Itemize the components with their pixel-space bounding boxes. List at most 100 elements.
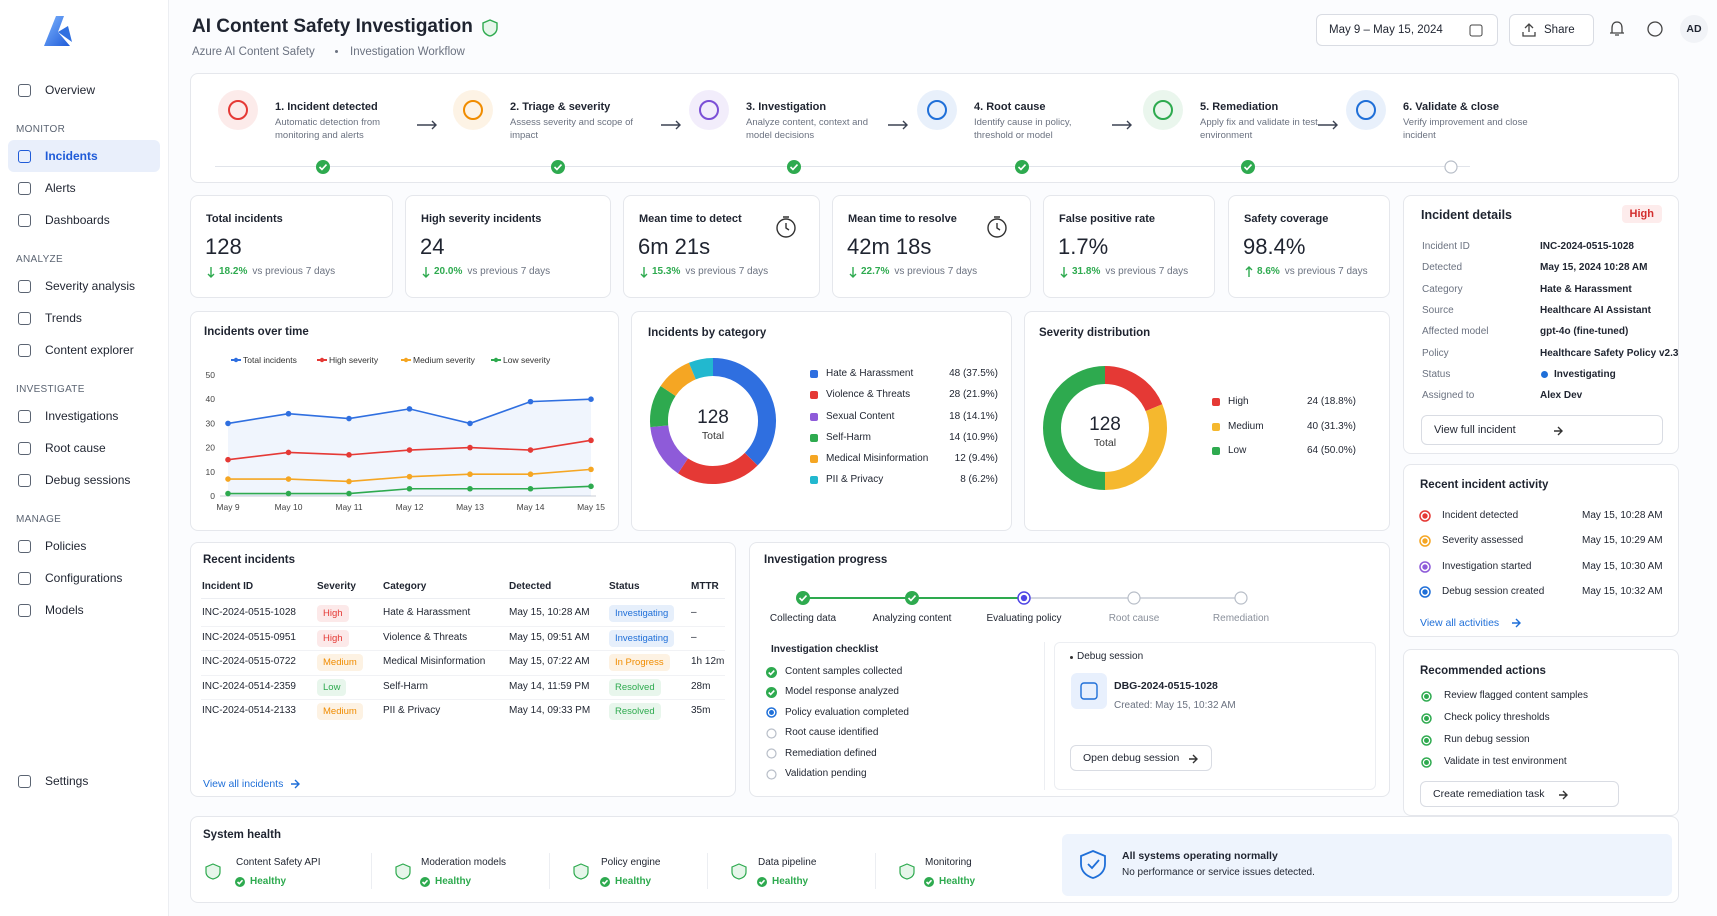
debug-session-box: Debug session DBG-2024-0515-1028 Created: …: [1054, 642, 1376, 790]
step-icon-glyph: [463, 100, 483, 120]
view-all-incidents-link[interactable]: View all incidents: [203, 778, 284, 790]
nav-item[interactable]: Investigations: [8, 400, 160, 432]
summary-box: All systems operating normally No perform…: [1062, 834, 1672, 896]
legend-label: Medium: [1228, 421, 1264, 432]
status-icon: [235, 877, 245, 887]
icon-ring: [765, 748, 777, 759]
separator: [549, 853, 550, 889]
detail-value: Healthcare AI Assistant: [1540, 304, 1651, 316]
status-icon: [1419, 586, 1431, 598]
point: [346, 415, 352, 422]
point: [467, 471, 473, 478]
card-title: System health: [203, 829, 281, 841]
nav-item[interactable]: Policies: [8, 530, 160, 562]
comparison: vs previous 7 days: [467, 266, 551, 277]
legend-swatch-dot: [233, 357, 239, 363]
arrow-icon: [661, 120, 681, 130]
workflow-track: [215, 166, 1470, 167]
sidebar: Overview MONITOR Incidents Alerts Dashboards…: [0, 0, 169, 916]
legend-label: High: [1228, 396, 1249, 407]
date-range-button[interactable]: May 9 – May 15, 2024: [1316, 14, 1498, 46]
nav-item[interactable]: Debug sessions: [8, 464, 160, 496]
point: [225, 476, 231, 482]
status-icon: [1419, 560, 1431, 573]
checklist-item: Remediation defined: [785, 747, 877, 759]
cell-category: Medical Misinformation: [383, 656, 486, 668]
nav-item[interactable]: Severity analysis: [8, 270, 160, 302]
legend-label: Low severity: [503, 355, 551, 365]
separator: [371, 853, 372, 889]
donut-segment: [1104, 404, 1167, 490]
incidents-by-category-card: Incidents by category 128 Total Hate & Hara…: [631, 311, 1012, 531]
view-all-activities-link[interactable]: View all activities: [1420, 617, 1500, 629]
step-label: Analyzing content: [872, 613, 952, 624]
incident-details-card: Incident details High Incident ID INC-2024-…: [1403, 195, 1679, 454]
view-incident-button[interactable]: View full incident: [1421, 415, 1663, 445]
create-task-button[interactable]: Create remediation task: [1420, 781, 1619, 807]
step-icon-bg: [689, 90, 729, 130]
nav-item[interactable]: Incidents: [8, 140, 160, 172]
nav-item[interactable]: Overview: [8, 74, 160, 106]
step-title: 5. Remediation: [1200, 101, 1279, 113]
service-shield: [573, 863, 589, 880]
logo: [44, 16, 72, 46]
icon-dot: [1423, 759, 1429, 765]
icon-check: [1017, 164, 1027, 171]
notifications-icon[interactable]: [1609, 20, 1625, 38]
nav-item[interactable]: Settings: [8, 765, 160, 797]
kpi-label: High severity incidents: [421, 213, 542, 225]
icon-bg: [905, 591, 919, 605]
comparison: vs previous 7 days: [1284, 266, 1368, 277]
recommended-actions-card: Recommended actions Review flagged conten…: [1403, 649, 1679, 816]
y-tick-label: 0: [210, 491, 215, 501]
avatar[interactable]: AD: [1680, 15, 1708, 43]
nav-item[interactable]: Trends: [8, 302, 160, 334]
nav-item[interactable]: Dashboards: [8, 204, 160, 236]
nav-item[interactable]: Content explorer: [8, 334, 160, 366]
status-icon: [1419, 535, 1431, 548]
nav-item[interactable]: Models: [8, 594, 160, 626]
step-label: Root cause: [1108, 613, 1160, 624]
clock-hands: [783, 216, 790, 231]
legend-swatch: [1212, 423, 1220, 431]
detail-label: Source: [1422, 304, 1454, 316]
share-icon: [1522, 23, 1536, 37]
point: [406, 473, 413, 480]
step-description: Verify improvement and close incident: [1403, 117, 1528, 141]
step-label: Collecting data: [769, 613, 837, 624]
service-name: Data pipeline: [758, 857, 817, 868]
nav-item[interactable]: Alerts: [8, 172, 160, 204]
kpi-change: 20.0% vs previous 7 days: [434, 264, 550, 280]
service-status: Healthy: [250, 876, 287, 887]
step-icon-glyph: [699, 100, 719, 120]
cell-detected: May 14, 11:59 PM: [509, 680, 590, 692]
icon-bg: [787, 160, 801, 174]
legend-swatch: [1212, 447, 1220, 455]
row-rule: [201, 699, 725, 701]
cell-mttr: 28m: [691, 680, 711, 692]
open-debug-button[interactable]: Open debug session: [1070, 745, 1212, 771]
icon-check: [553, 164, 563, 171]
trend-arrow: [849, 267, 857, 278]
nav-item[interactable]: Root cause: [8, 432, 160, 464]
step-label: Evaluating policy: [986, 613, 1062, 624]
service-name: Content Safety API: [236, 857, 321, 868]
action-label: Run debug session: [1444, 734, 1530, 745]
card-title: Recent incidents: [203, 554, 296, 566]
arrow: [1318, 120, 1338, 130]
shield: [899, 863, 915, 880]
kpi-card: High severity incidents 24 20.0% vs previou…: [405, 195, 611, 298]
legend-value: 12 (9.4%): [954, 453, 998, 464]
kpi-change: 18.2% vs previous 7 days: [219, 264, 335, 280]
step-icon-glyph: [228, 100, 248, 120]
status-icon: [765, 728, 777, 739]
arrow-icon: [1559, 790, 1568, 800]
cell-detected: May 14, 09:33 PM: [509, 705, 591, 717]
y-tick-label: 50: [206, 370, 216, 380]
help-icon[interactable]: [1647, 21, 1663, 37]
y-tick-label: 40: [206, 394, 216, 404]
cell-category: Hate & Harassment: [383, 607, 471, 618]
legend-label: Hate & Harassment: [826, 368, 914, 379]
share-button[interactable]: Share: [1509, 14, 1594, 46]
nav-item[interactable]: Configurations: [8, 562, 160, 594]
